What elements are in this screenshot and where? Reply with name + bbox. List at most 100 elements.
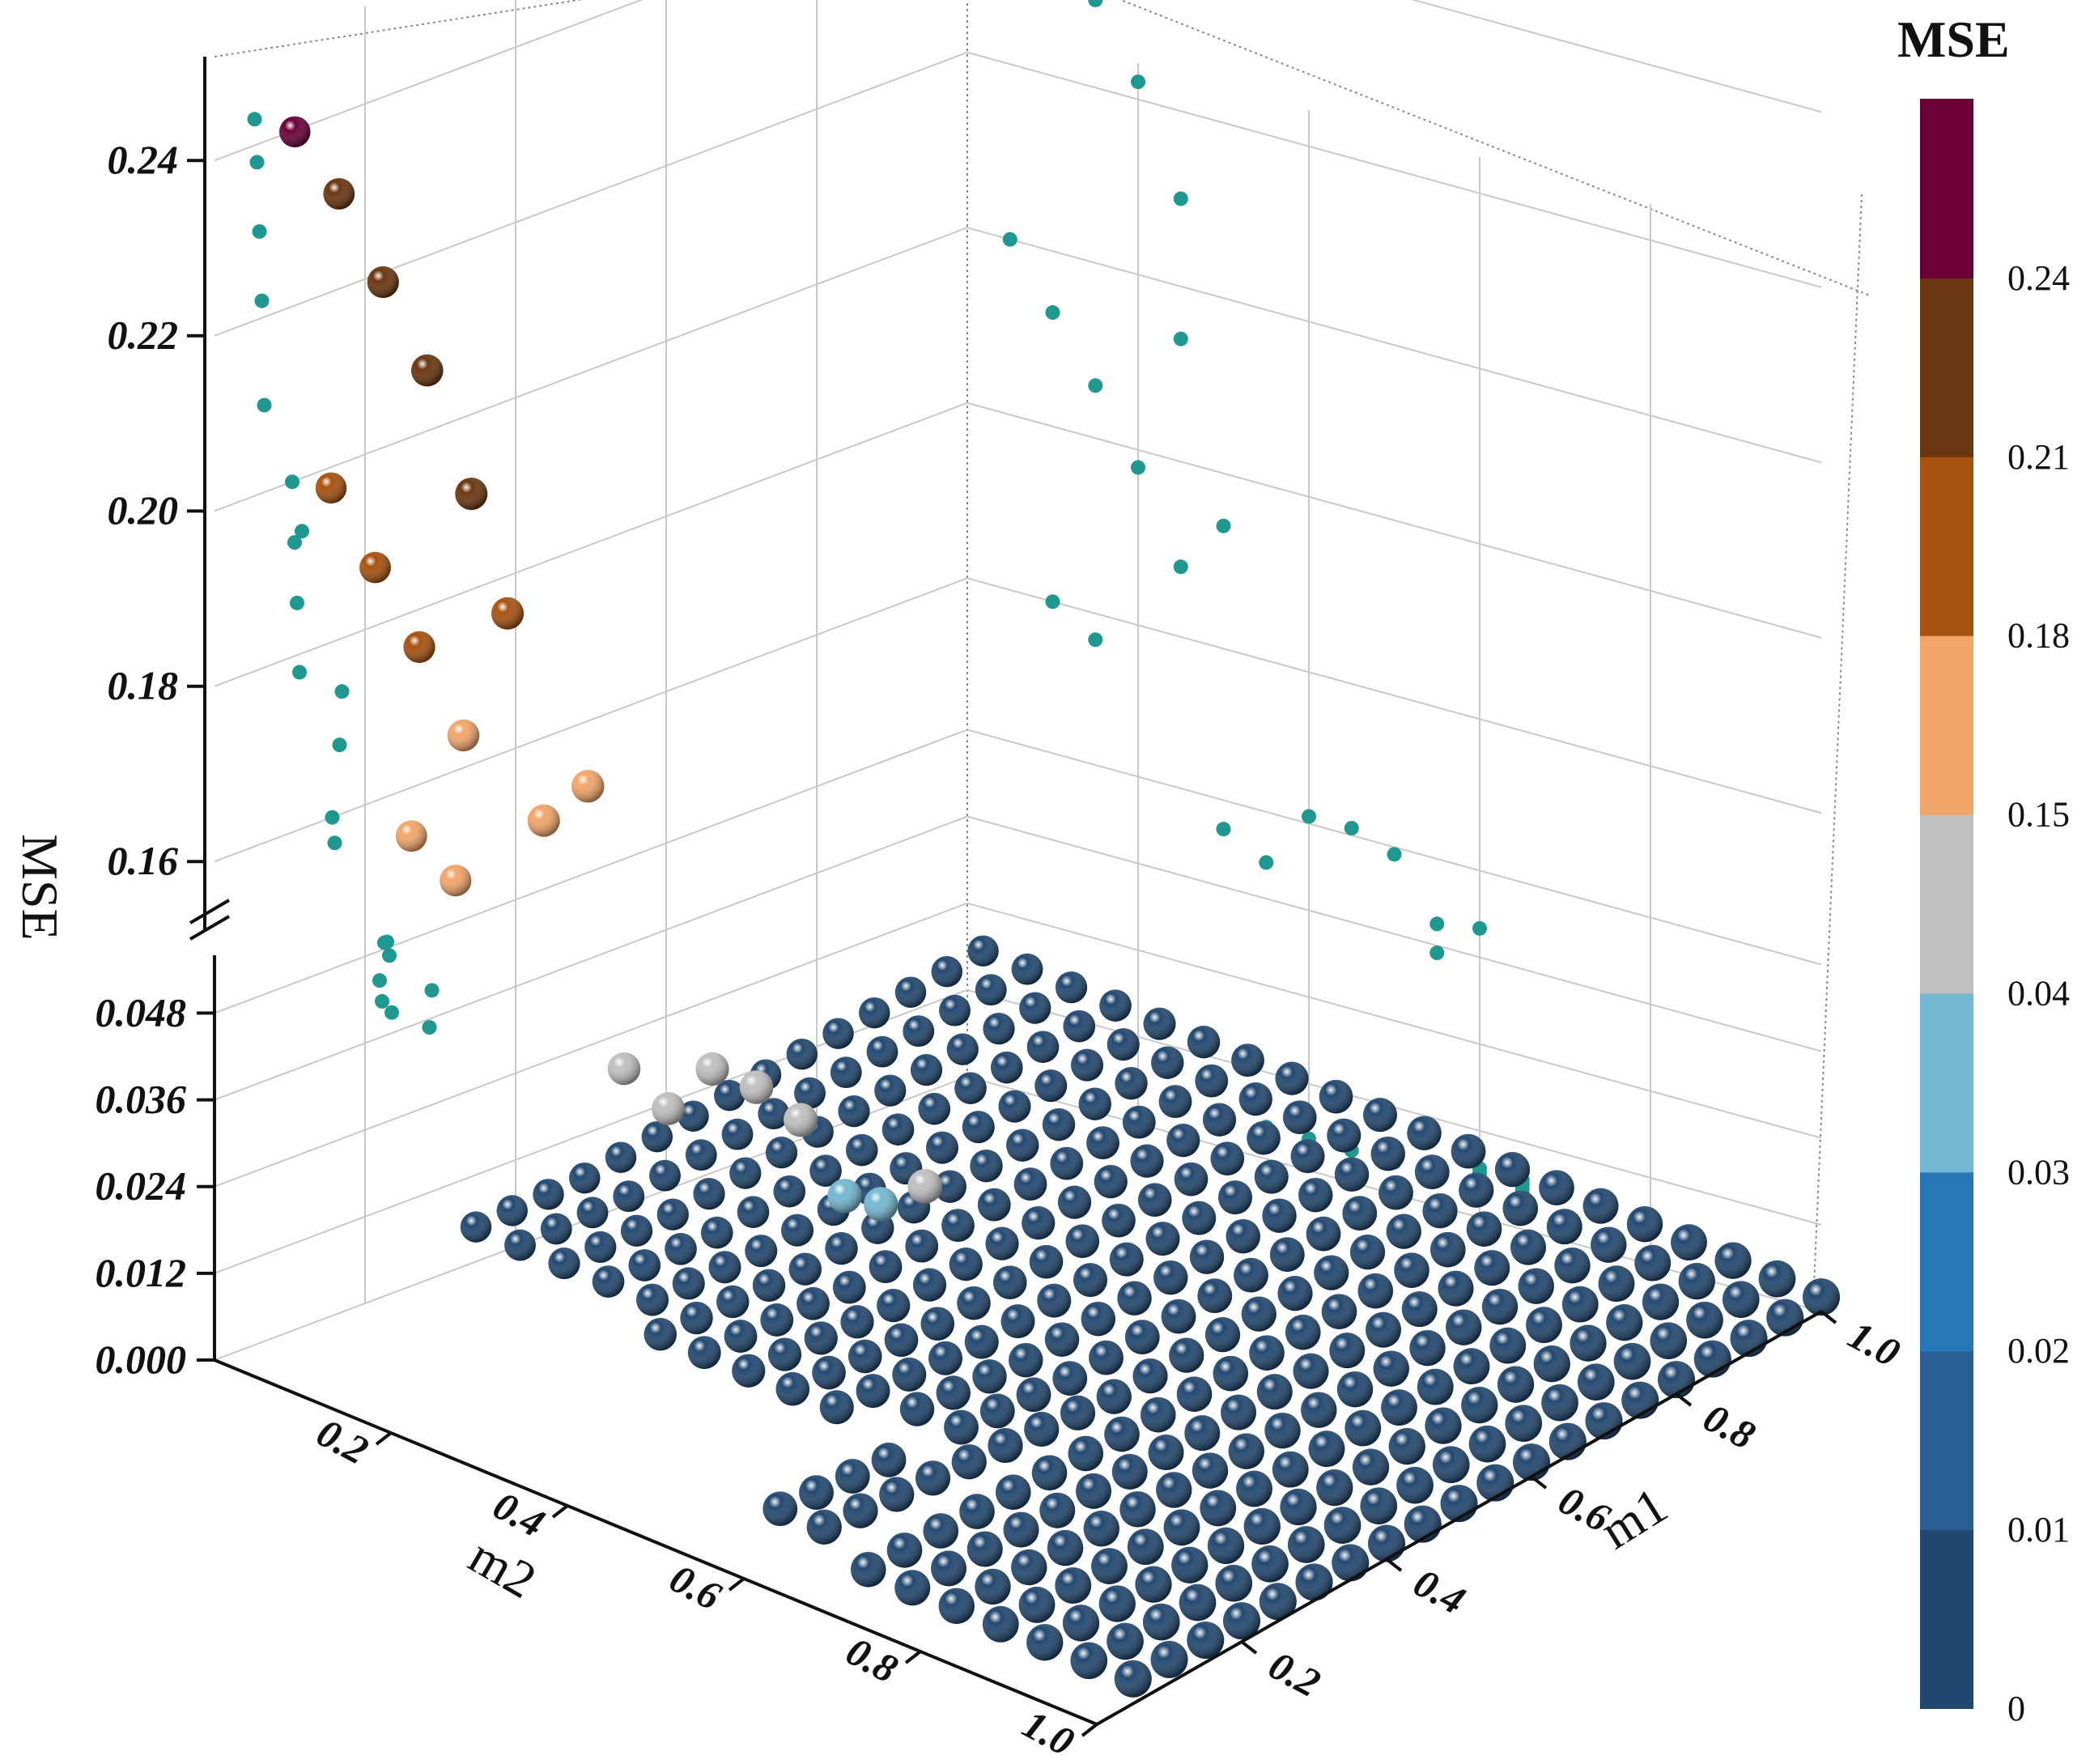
- data-point-shade: [1070, 1642, 1108, 1680]
- data-point-shade: [1570, 1324, 1607, 1362]
- data-point-shade: [1344, 1409, 1382, 1447]
- data-point-shade: [649, 1159, 681, 1192]
- data-point-shade: [1293, 1353, 1329, 1389]
- data-point-shade: [1357, 1273, 1394, 1309]
- data-point-shade: [1081, 1301, 1115, 1337]
- data-point-shade: [1422, 1193, 1458, 1229]
- data-point-shade: [1332, 1544, 1370, 1582]
- data-point-shade: [967, 935, 999, 967]
- data-point-shade: [1453, 1348, 1490, 1385]
- data-point-shade: [990, 1051, 1023, 1084]
- data-point-shade: [827, 1179, 862, 1214]
- data-point-shade: [395, 820, 427, 852]
- data-point-shade: [1019, 992, 1051, 1024]
- data-point-shade: [1034, 1069, 1068, 1103]
- data-point-shade: [1044, 1322, 1080, 1357]
- data-point-shade: [1042, 1107, 1076, 1141]
- data-point-shade: [1011, 1549, 1047, 1586]
- colorbar-segment: [1920, 456, 1973, 636]
- data-point-shade: [636, 1283, 669, 1316]
- projection-right: [1472, 920, 1487, 936]
- data-point-shade: [1577, 1363, 1615, 1401]
- data-point-shade: [954, 1072, 987, 1104]
- data-point-shade: [1213, 1355, 1249, 1392]
- data-point-shade: [1026, 1031, 1060, 1063]
- data-point-shade: [1722, 1281, 1760, 1318]
- z-tick-label: 0.22: [108, 312, 179, 358]
- grid-left-z: [214, 988, 968, 1274]
- data-point-shade: [856, 1374, 890, 1409]
- data-point-shade: [1591, 1226, 1627, 1263]
- data-point-shade: [1226, 1218, 1260, 1254]
- m1-tick: [1530, 1475, 1548, 1490]
- data-point-shade: [708, 1251, 741, 1284]
- data-point-shade: [970, 1149, 1003, 1183]
- data-point-shade: [1642, 1283, 1680, 1320]
- data-point-shade: [1171, 1546, 1209, 1583]
- data-point-shade: [1360, 1487, 1398, 1524]
- data-point-shade: [1063, 1010, 1096, 1043]
- data-point-shade: [763, 1491, 798, 1527]
- projection-left: [332, 737, 347, 753]
- data-point-shade: [866, 1035, 898, 1068]
- data-point-shade: [1368, 1524, 1405, 1562]
- data-point-shade: [1000, 1304, 1035, 1339]
- data-point-shade: [1102, 1203, 1136, 1238]
- data-point-shade: [504, 1229, 536, 1261]
- z-tick-label: 0.20: [108, 487, 179, 533]
- data-point-shade: [1451, 1133, 1486, 1169]
- data-point-shade: [1686, 1301, 1723, 1339]
- data-point-shade: [1065, 1224, 1100, 1258]
- data-point-shade: [540, 1213, 572, 1245]
- back-walls: [214, 0, 1871, 1304]
- data-point-shade: [1018, 1586, 1056, 1623]
- data-point-shade: [491, 597, 524, 630]
- data-point-shade: [1013, 1167, 1047, 1201]
- projection-right: [1344, 821, 1359, 835]
- projection-right: [1216, 518, 1231, 533]
- data-point-shade: [879, 1477, 915, 1512]
- data-point-shade: [729, 1157, 762, 1189]
- data-point-shade: [620, 1214, 653, 1247]
- projection-right: [1131, 74, 1145, 90]
- data-point-shade: [1561, 1286, 1599, 1323]
- colorbar: 0 0.01 0.02 0.03 0.04 0.15 0.18 0.21 0.24: [1920, 99, 2070, 1728]
- grid-right-z: [966, 815, 1822, 1052]
- data-point-shade: [687, 1336, 721, 1370]
- data-point-shade: [760, 1303, 794, 1337]
- data-point-shade: [806, 1509, 842, 1545]
- data-point-shade: [1210, 1141, 1245, 1175]
- projection-right: [1216, 822, 1231, 837]
- data-point-shade: [1650, 1322, 1688, 1359]
- projection-left: [252, 223, 267, 239]
- data-point-shade: [1151, 1046, 1184, 1079]
- data-point-shade: [1275, 1061, 1309, 1095]
- m2-tick-label: 0.6: [663, 1555, 729, 1619]
- data-point-shade: [1130, 1144, 1164, 1178]
- data-point-shade: [1510, 1229, 1546, 1265]
- data-point-shade: [1192, 1452, 1229, 1489]
- data-point-shade: [1241, 1296, 1277, 1332]
- data-point-shade: [460, 1211, 492, 1243]
- data-point-shade: [1388, 1428, 1425, 1465]
- data-point-shade: [716, 1285, 750, 1319]
- m2-tick-label: 0.2: [310, 1409, 376, 1473]
- data-point-shade: [988, 1427, 1023, 1464]
- data-point-shade: [843, 1493, 878, 1528]
- data-point-shade: [1425, 1407, 1462, 1444]
- data-point-shade: [1280, 1488, 1317, 1526]
- data-point-shade: [1234, 1257, 1268, 1293]
- data-point-shade: [527, 804, 560, 837]
- colorbar-label: 0.02: [2007, 1331, 2070, 1371]
- projection-right: [1173, 191, 1188, 206]
- data-point-shade: [584, 1231, 617, 1264]
- data-point-shade: [847, 1339, 882, 1374]
- data-point-shade: [1078, 1087, 1111, 1120]
- data-point-shade: [786, 1038, 818, 1070]
- colorbar-label: 0.04: [2007, 973, 2070, 1013]
- data-point-shade: [1029, 1244, 1064, 1279]
- m1-tick: [1820, 1310, 1837, 1324]
- z-break-mark: [189, 915, 231, 941]
- data-point-shade: [1417, 1368, 1454, 1405]
